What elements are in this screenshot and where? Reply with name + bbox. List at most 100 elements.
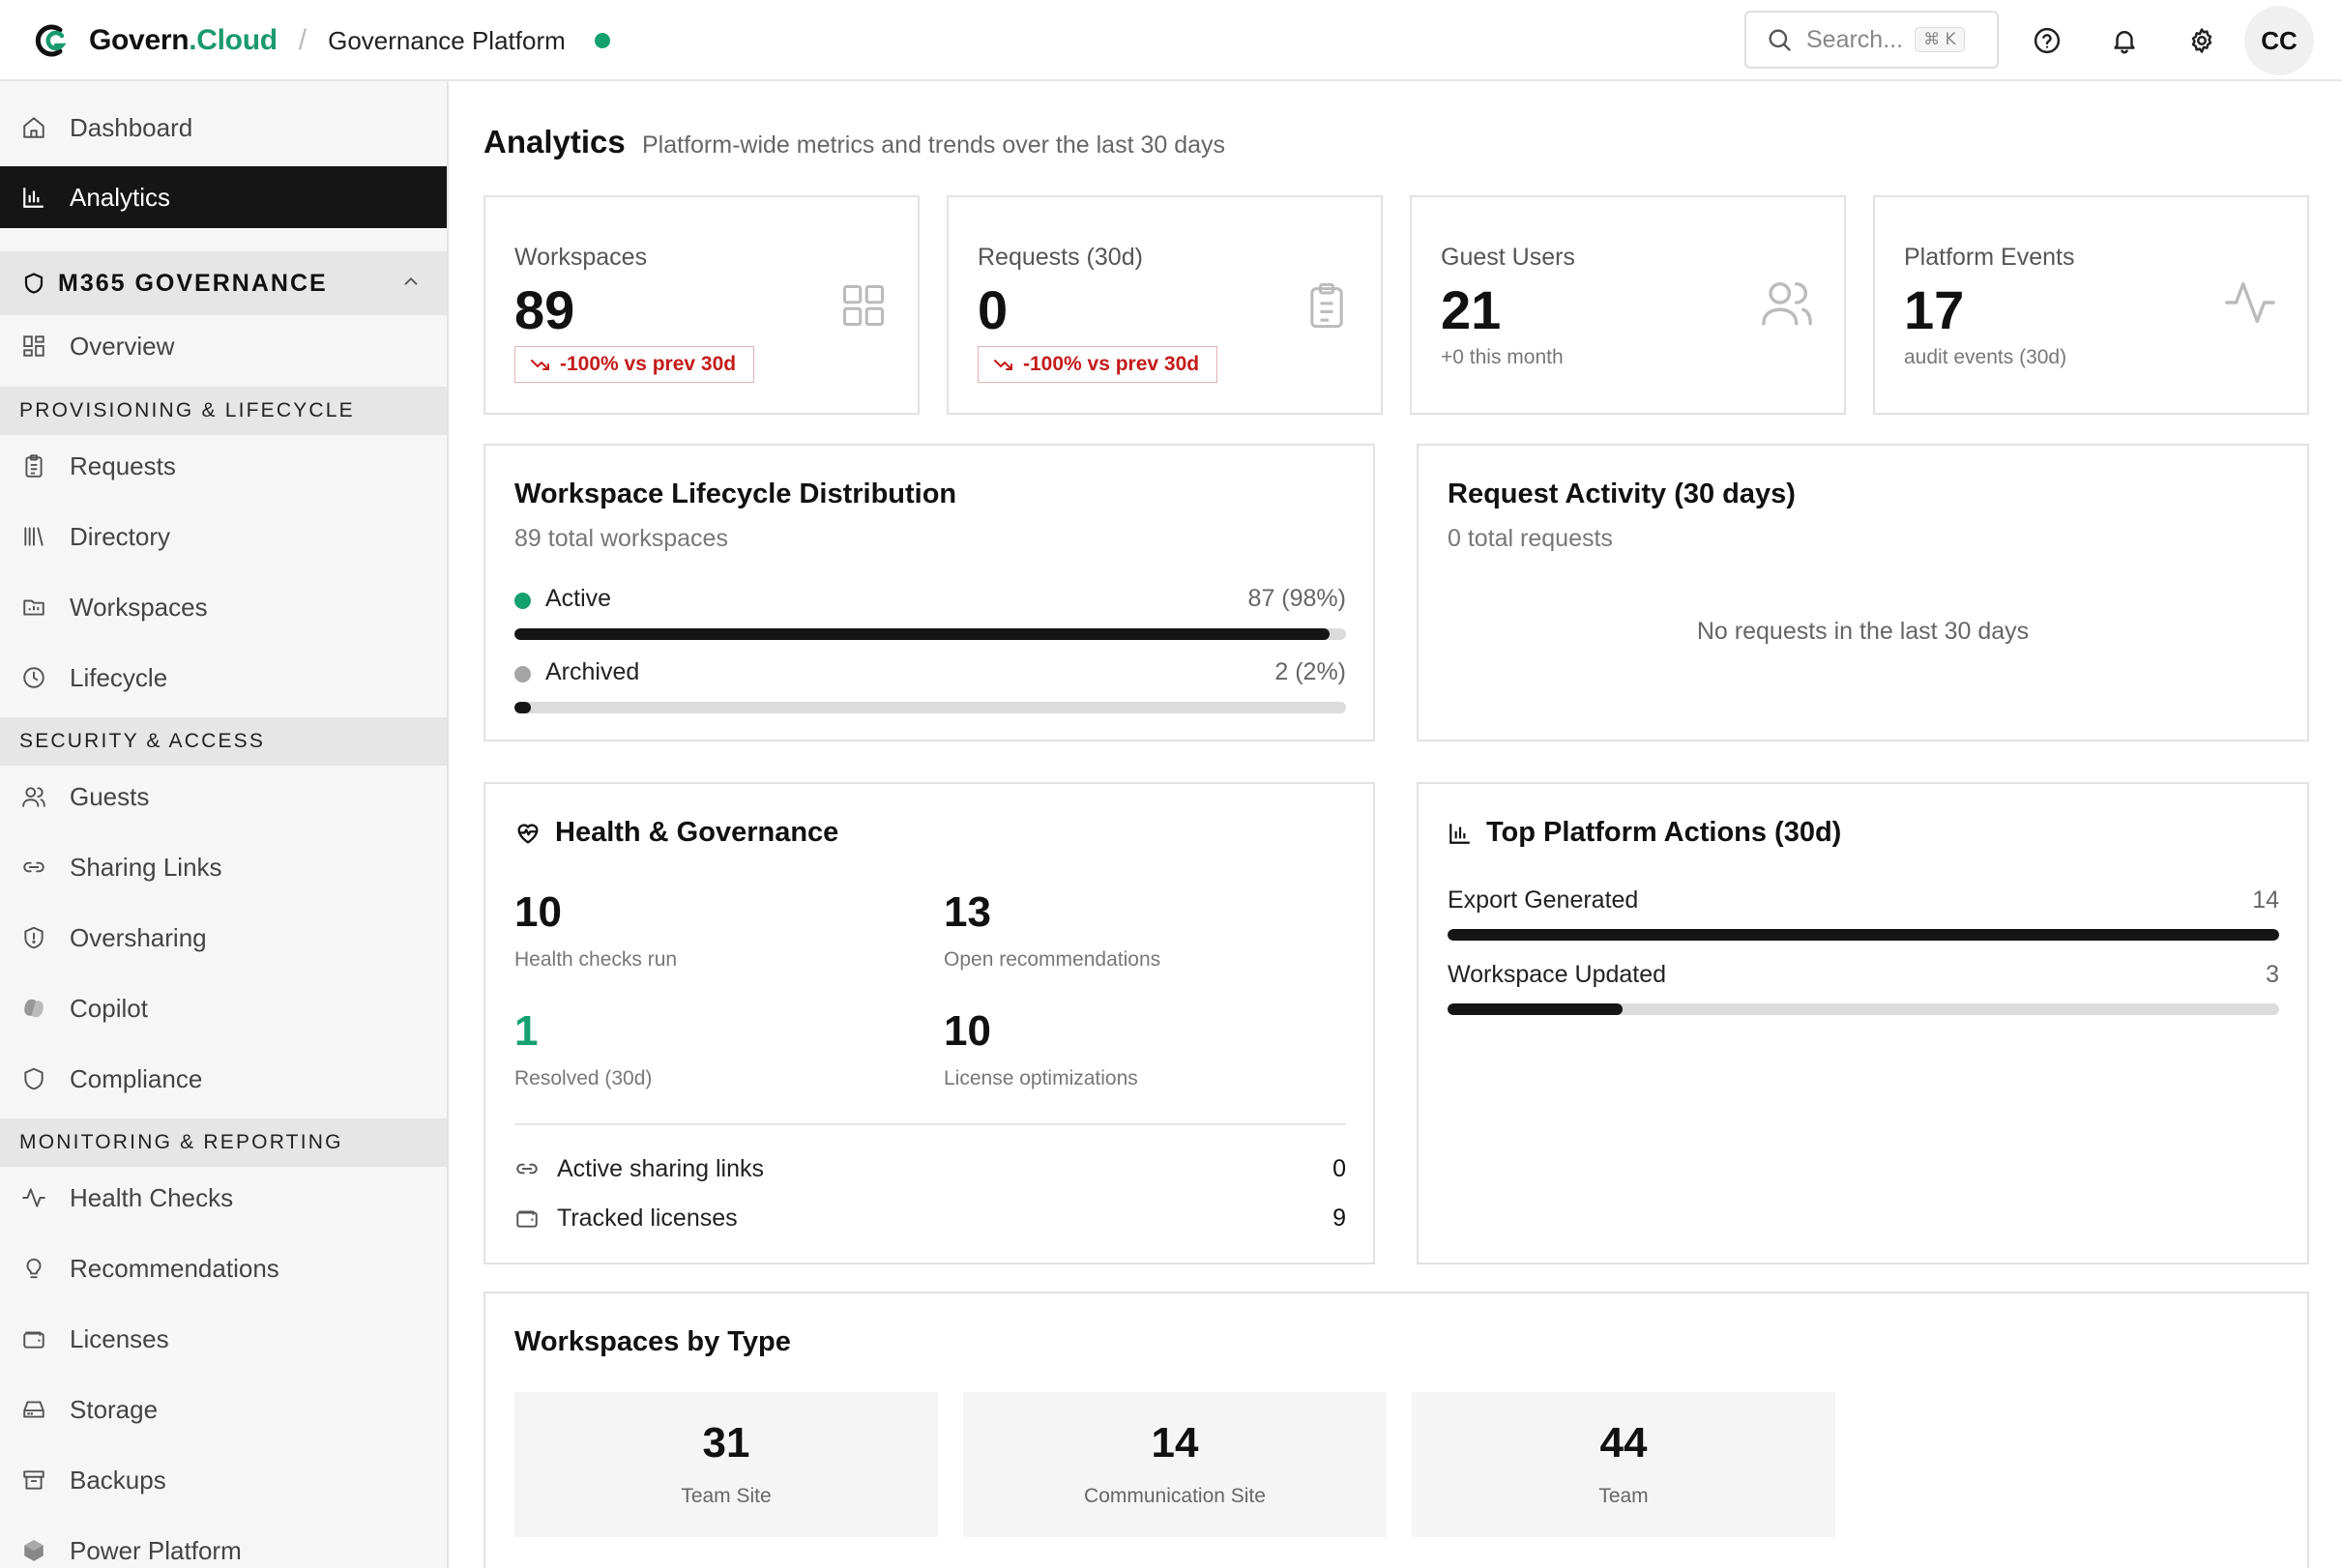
search-placeholder: Search... bbox=[1806, 25, 1904, 53]
clipboard-icon bbox=[19, 451, 48, 480]
grid-icon bbox=[838, 280, 889, 331]
status-dot bbox=[514, 593, 531, 609]
distribution-row-active: Active 87 (98%) bbox=[514, 583, 1346, 622]
sidebar-item-guests[interactable]: Guests bbox=[0, 766, 447, 828]
platform-name: Governance Platform bbox=[328, 25, 566, 55]
section-security: SECURITY & ACCESS bbox=[0, 717, 447, 766]
user-avatar[interactable]: CC bbox=[2244, 6, 2314, 75]
heart-pulse-icon bbox=[514, 820, 542, 847]
distribution-bar-archived bbox=[514, 702, 1346, 713]
sidebar-item-dashboard[interactable]: Dashboard bbox=[0, 97, 447, 159]
stat-value: 0 bbox=[978, 279, 1009, 340]
clock-icon bbox=[19, 663, 48, 692]
sidebar: Dashboard Analytics M365 GOVERNANCE Over… bbox=[0, 81, 449, 1568]
search-shortcut: ⌘ K bbox=[1915, 27, 1965, 52]
card-title: Health & Governance bbox=[514, 817, 838, 849]
type-label: Communication Site bbox=[1084, 1485, 1266, 1507]
type-tile-team: 44 Team bbox=[1412, 1392, 1835, 1537]
sidebar-item-recommendations[interactable]: Recommendations bbox=[0, 1237, 447, 1299]
shield-alert-icon bbox=[19, 923, 48, 952]
metric-value: 10 bbox=[514, 888, 562, 936]
stat-label: Guest Users bbox=[1441, 244, 1575, 271]
action-bar-workspace-updated bbox=[1448, 1003, 2279, 1015]
link-icon bbox=[19, 853, 48, 882]
link-icon bbox=[514, 1156, 543, 1181]
stat-value: 89 bbox=[514, 279, 575, 340]
sidebar-item-storage[interactable]: Storage bbox=[0, 1379, 447, 1440]
home-icon bbox=[19, 113, 48, 142]
chevron-up-icon[interactable] bbox=[400, 271, 422, 292]
bar-fill bbox=[514, 702, 532, 713]
action-row-export: Export Generated 14 bbox=[1448, 886, 2279, 914]
stat-note: +0 this month bbox=[1441, 346, 1564, 368]
brand-separator: / bbox=[298, 24, 307, 56]
trending-down-icon bbox=[531, 357, 550, 372]
sidebar-item-analytics[interactable]: Analytics bbox=[0, 166, 447, 228]
library-icon bbox=[19, 522, 48, 551]
metric-label: Open recommendations bbox=[944, 948, 1161, 971]
stat-label: Workspaces bbox=[514, 244, 648, 271]
brand-name: Govern.Cloud bbox=[89, 24, 278, 56]
bell-icon[interactable] bbox=[2105, 21, 2144, 60]
lifecycle-distribution-card: Workspace Lifecycle Distribution 89 tota… bbox=[483, 444, 1375, 741]
sidebar-item-requests[interactable]: Requests bbox=[0, 435, 447, 497]
metric-value: 13 bbox=[944, 888, 991, 936]
users-icon bbox=[19, 782, 48, 811]
archive-icon bbox=[19, 1466, 48, 1495]
trend-badge: -100% vs prev 30d bbox=[978, 346, 1218, 383]
sidebar-item-health-checks[interactable]: Health Checks bbox=[0, 1167, 447, 1229]
govern-logo-icon bbox=[31, 21, 70, 60]
stat-card-workspaces: Workspaces 89 -100% vs prev 30d bbox=[483, 195, 920, 415]
page-title: Analytics bbox=[483, 124, 626, 160]
sidebar-item-licenses[interactable]: Licenses bbox=[0, 1308, 447, 1370]
type-count: 31 bbox=[702, 1419, 750, 1466]
trend-badge: -100% vs prev 30d bbox=[514, 346, 755, 383]
bar-chart-icon bbox=[19, 183, 48, 212]
shield-icon bbox=[19, 1064, 48, 1093]
gear-icon[interactable] bbox=[2182, 21, 2221, 60]
folder-icon bbox=[19, 593, 48, 622]
sidebar-item-copilot[interactable]: Copilot bbox=[0, 977, 447, 1039]
card-subtitle: 89 total workspaces bbox=[514, 525, 728, 552]
activity-icon bbox=[19, 1183, 48, 1212]
clipboard-icon bbox=[1302, 280, 1352, 331]
type-tile-team-site: 31 Team Site bbox=[514, 1392, 938, 1537]
sidebar-item-workspaces[interactable]: Workspaces bbox=[0, 576, 447, 638]
list-item-tracked-licenses: Tracked licenses 9 bbox=[514, 1199, 1346, 1237]
sidebar-group-m365[interactable]: M365 GOVERNANCE bbox=[0, 251, 447, 315]
sidebar-item-backups[interactable]: Backups bbox=[0, 1449, 447, 1511]
users-icon bbox=[1759, 275, 1815, 331]
grid-icon bbox=[19, 332, 48, 361]
page-subtitle: Platform-wide metrics and trends over th… bbox=[642, 131, 1226, 159]
stat-value: 17 bbox=[1904, 279, 1965, 340]
health-governance-card: Health & Governance 10 Health checks run… bbox=[483, 782, 1375, 1264]
hexagon-icon bbox=[19, 1536, 48, 1565]
sidebar-item-overview[interactable]: Overview bbox=[0, 315, 447, 377]
sidebar-item-power-platform[interactable]: Power Platform bbox=[0, 1520, 447, 1568]
bar-fill bbox=[1448, 929, 2279, 941]
help-icon[interactable] bbox=[2028, 21, 2066, 60]
brand[interactable]: Govern.Cloud / Governance Platform bbox=[31, 19, 610, 62]
stat-label: Requests (30d) bbox=[978, 244, 1143, 271]
action-row-workspace-updated: Workspace Updated 3 bbox=[1448, 961, 2279, 988]
metric-label: License optimizations bbox=[944, 1067, 1138, 1089]
search-box[interactable]: Search... ⌘ K bbox=[1744, 11, 1999, 69]
request-activity-card: Request Activity (30 days) 0 total reque… bbox=[1417, 444, 2309, 741]
stat-card-guest-users: Guest Users 21 +0 this month bbox=[1410, 195, 1846, 415]
type-label: Team Site bbox=[681, 1485, 772, 1507]
distribution-bar-active bbox=[514, 628, 1346, 640]
sidebar-item-compliance[interactable]: Compliance bbox=[0, 1048, 447, 1110]
type-count: 14 bbox=[1151, 1419, 1199, 1466]
sidebar-item-oversharing[interactable]: Oversharing bbox=[0, 907, 447, 969]
stat-value: 21 bbox=[1441, 279, 1502, 340]
copilot-icon bbox=[19, 994, 48, 1023]
sidebar-item-directory[interactable]: Directory bbox=[0, 506, 447, 567]
list-item-sharing-links: Active sharing links 0 bbox=[514, 1149, 1346, 1188]
sidebar-item-lifecycle[interactable]: Lifecycle bbox=[0, 647, 447, 709]
sidebar-item-sharing-links[interactable]: Sharing Links bbox=[0, 836, 447, 898]
trending-down-icon bbox=[994, 357, 1013, 372]
distribution-row-archived: Archived 2 (2%) bbox=[514, 656, 1346, 695]
bar-fill bbox=[514, 628, 1330, 640]
card-subtitle: 0 total requests bbox=[1448, 525, 1613, 552]
divider bbox=[514, 1123, 1346, 1125]
